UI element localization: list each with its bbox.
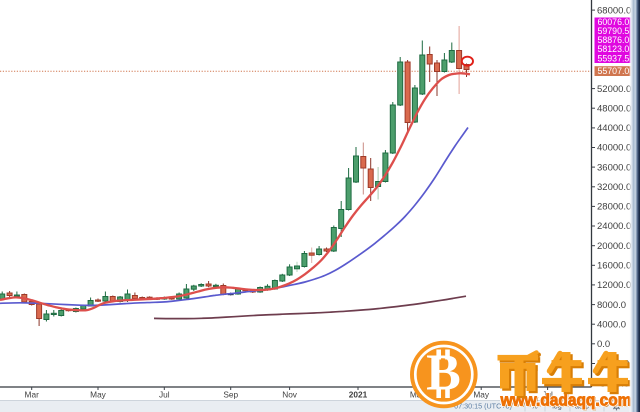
svg-text:59790.5: 59790.5 (598, 26, 630, 36)
svg-text:20000.0: 20000.0 (597, 241, 631, 252)
svg-text:Mar: Mar (25, 389, 40, 399)
svg-text:B: B (426, 345, 461, 402)
svg-text:55937.5: 55937.5 (598, 53, 630, 63)
svg-text:Jul: Jul (159, 389, 170, 399)
svg-text:24000.0: 24000.0 (597, 221, 631, 232)
svg-text:44000.0: 44000.0 (597, 123, 631, 134)
svg-text:www.dadaqq.com: www.dadaqq.com (500, 391, 632, 410)
svg-text:52000.0: 52000.0 (597, 84, 631, 95)
svg-text:May: May (90, 389, 107, 399)
svg-text:%: % (531, 402, 538, 411)
svg-text:07:30:15 (UTC+8): 07:30:15 (UTC+8) (454, 402, 512, 411)
svg-text:www.dadaqq.com: www.dadaqq.com (501, 392, 633, 411)
svg-text:12000.0: 12000.0 (597, 280, 631, 291)
svg-text:0.0: 0.0 (597, 339, 610, 350)
svg-text:28000.0: 28000.0 (597, 202, 631, 213)
svg-text:32000.0: 32000.0 (597, 182, 631, 193)
svg-text:68000.0: 68000.0 (597, 5, 631, 16)
svg-text:2021: 2021 (349, 389, 368, 399)
svg-text:60076.0: 60076.0 (598, 17, 630, 27)
svg-text:4000.0: 4000.0 (597, 319, 626, 330)
svg-text:8000.0: 8000.0 (597, 300, 626, 311)
svg-text:Nov: Nov (282, 389, 298, 399)
svg-text:www.dadaqq.com: www.dadaqq.com (500, 391, 632, 410)
svg-text:58123.0: 58123.0 (598, 44, 630, 54)
svg-text:55707.0: 55707.0 (598, 66, 630, 76)
svg-text:40000.0: 40000.0 (597, 143, 631, 154)
svg-text:log: log (552, 402, 562, 411)
svg-text:36000.0: 36000.0 (597, 162, 631, 173)
svg-text:58876.0: 58876.0 (598, 35, 630, 45)
svg-text:May: May (473, 389, 490, 399)
svg-text:16000.0: 16000.0 (597, 261, 631, 272)
svg-text:48000.0: 48000.0 (597, 103, 631, 114)
svg-text:Jul: Jul (542, 389, 553, 399)
svg-text:auto: auto (575, 402, 589, 411)
svg-text:Sep: Sep (223, 389, 238, 399)
